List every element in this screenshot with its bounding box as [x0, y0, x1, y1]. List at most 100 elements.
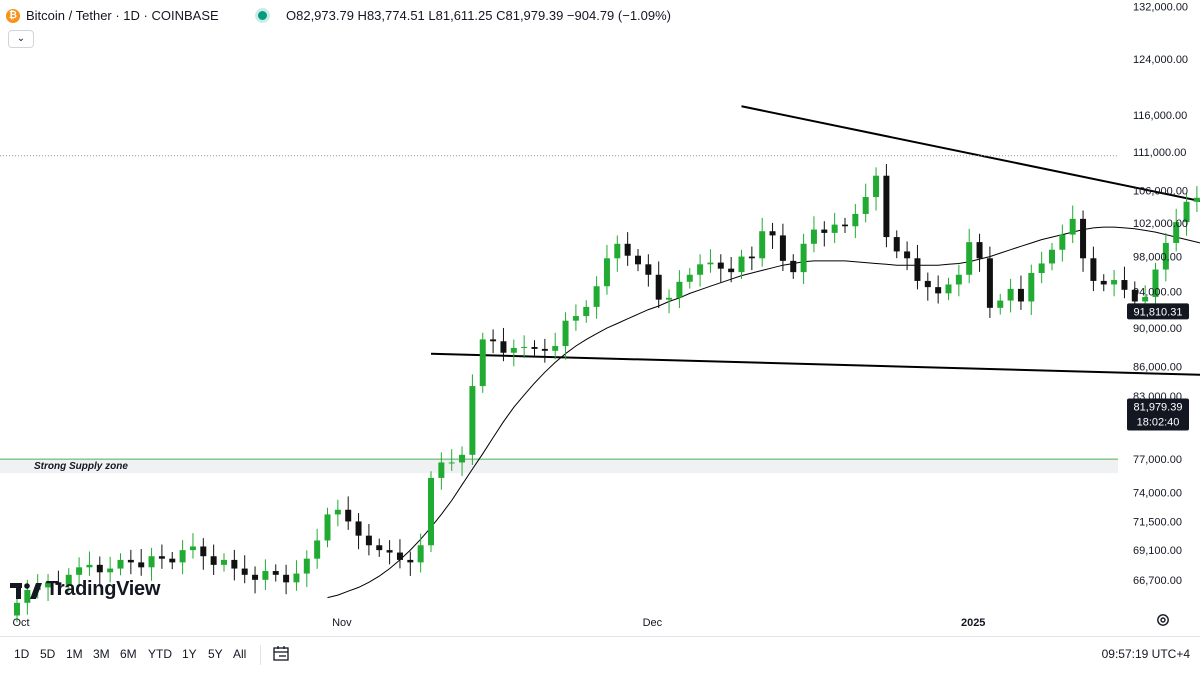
- watermark-text: TradingView: [46, 578, 160, 601]
- price-tick-label: 86,000.00: [1133, 361, 1182, 373]
- calendar-goto-icon[interactable]: [272, 645, 290, 663]
- candle: [997, 294, 1003, 315]
- candle-body: [469, 386, 475, 455]
- candle: [883, 164, 889, 247]
- candle-body: [252, 575, 258, 580]
- candle: [925, 273, 931, 301]
- time-tick-label: 2025: [961, 617, 985, 629]
- clock-display[interactable]: 09:57:19 UTC+4: [1102, 647, 1190, 661]
- candle-body: [821, 230, 827, 233]
- candle: [1121, 267, 1127, 299]
- candle: [190, 533, 196, 558]
- candle: [376, 539, 382, 557]
- descending-resistance-line: [742, 106, 1200, 369]
- time-tick-label: Nov: [332, 617, 352, 629]
- tradingview-logo-icon: [10, 581, 42, 601]
- candle-body: [500, 341, 506, 352]
- candle: [511, 340, 517, 367]
- candle: [966, 229, 972, 283]
- candle-body: [1008, 289, 1014, 301]
- candle-body: [76, 567, 82, 574]
- candle: [1194, 186, 1200, 212]
- candle: [490, 329, 496, 353]
- candle-body: [1111, 280, 1117, 284]
- candle: [418, 534, 424, 573]
- candle: [428, 471, 434, 552]
- candle: [1059, 225, 1065, 262]
- candle-body: [180, 550, 186, 562]
- candle: [656, 261, 662, 308]
- candle-body: [418, 545, 424, 562]
- time-axis[interactable]: OctNovDec2025FebMarAprMay: [12, 617, 1200, 629]
- candle-body: [770, 231, 776, 235]
- candle-body: [687, 275, 693, 282]
- range-button-5d[interactable]: 5D: [40, 647, 55, 661]
- market-status-icon: [258, 11, 267, 20]
- range-button-all[interactable]: All: [233, 647, 246, 661]
- symbol-title[interactable]: Bitcoin / Tether · 1D · COINBASE: [26, 8, 219, 23]
- range-button-1m[interactable]: 1M: [66, 647, 83, 661]
- candle-body: [1039, 263, 1045, 273]
- candle-body: [645, 264, 651, 274]
- candle-body: [790, 261, 796, 272]
- candle-body: [883, 176, 889, 237]
- candle-body: [1018, 289, 1024, 302]
- candle: [914, 245, 920, 289]
- candle: [252, 566, 258, 593]
- candle: [293, 560, 299, 591]
- candle-body: [728, 269, 734, 272]
- candle: [1049, 243, 1055, 270]
- candle: [790, 254, 796, 279]
- candle-body: [904, 251, 910, 258]
- candle-body: [676, 282, 682, 298]
- candle-body: [894, 237, 900, 251]
- candle-body: [366, 536, 372, 546]
- price-tick-label: 90,000.00: [1133, 323, 1182, 335]
- settings-gear-icon[interactable]: [1156, 613, 1170, 627]
- chevron-down-icon[interactable]: ⌄: [8, 30, 34, 48]
- candle: [894, 230, 900, 258]
- candle-body: [356, 521, 362, 535]
- candle-body: [873, 176, 879, 197]
- candle: [821, 221, 827, 246]
- candle: [780, 224, 786, 271]
- candle-body: [749, 257, 755, 259]
- candle-body: [304, 559, 310, 574]
- candle-body: [811, 230, 817, 244]
- range-button-1y[interactable]: 1Y: [182, 647, 197, 661]
- range-button-3m[interactable]: 3M: [93, 647, 110, 661]
- candle: [438, 452, 444, 489]
- candle-body: [966, 242, 972, 275]
- candle: [552, 333, 558, 360]
- candle-body: [1194, 198, 1200, 202]
- price-axis[interactable]: 132,000.00124,000.00116,000.00111,000.00…: [1133, 1, 1188, 586]
- candle: [1111, 270, 1117, 296]
- candle: [1173, 209, 1179, 252]
- range-button-ytd[interactable]: YTD: [148, 647, 172, 661]
- candles-layer: [14, 164, 1200, 622]
- candle: [697, 254, 703, 286]
- candle-body: [604, 258, 610, 286]
- candle: [1090, 247, 1096, 291]
- candle-body: [169, 559, 175, 563]
- price-tick-label: 124,000.00: [1133, 54, 1188, 66]
- candle: [904, 241, 910, 270]
- candle: [832, 213, 838, 243]
- bitcoin-icon: ₿: [6, 9, 20, 23]
- candle-body: [614, 244, 620, 258]
- range-button-6m[interactable]: 6M: [120, 647, 137, 661]
- candle: [118, 553, 124, 575]
- candle: [956, 265, 962, 297]
- candle-body: [697, 264, 703, 274]
- candle-body: [293, 574, 299, 583]
- candle-body: [387, 550, 393, 552]
- candle-body: [397, 553, 403, 560]
- candle-body: [231, 560, 237, 569]
- candle-body: [739, 257, 745, 273]
- range-button-1d[interactable]: 1D: [14, 647, 29, 661]
- candle-body: [407, 560, 413, 562]
- range-button-5y[interactable]: 5Y: [208, 647, 223, 661]
- candle-body: [428, 478, 434, 545]
- candle-body: [583, 307, 589, 316]
